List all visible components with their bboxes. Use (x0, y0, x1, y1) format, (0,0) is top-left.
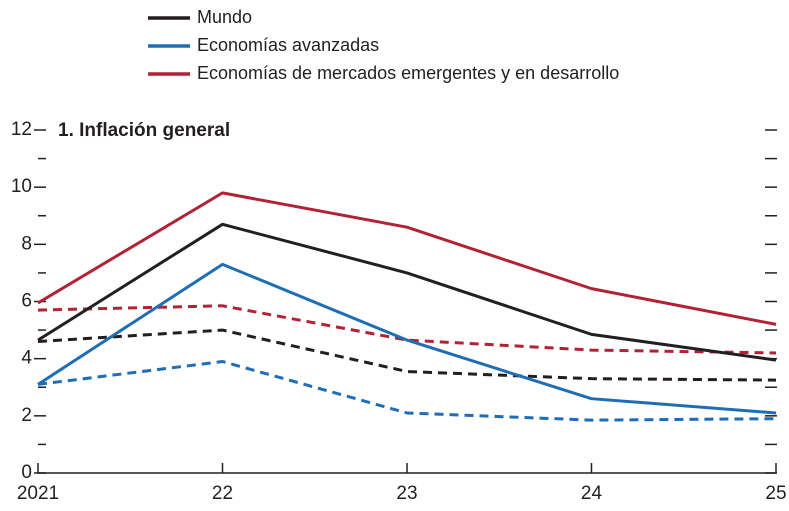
chart-subtitle: 1. Inflación general (58, 120, 230, 141)
legend-label: Economías de mercados emergentes y en de… (197, 63, 619, 83)
y-tick-label: 2 (21, 405, 32, 426)
x-tick-label: 24 (581, 483, 603, 504)
legend-label: Economías avanzadas (197, 35, 379, 55)
x-tick-label: 23 (396, 483, 417, 504)
projection-line (37, 328, 777, 382)
x-tick-label: 2021 (17, 483, 59, 504)
y-tick-label: 10 (11, 176, 32, 197)
y-tick-label: 6 (21, 291, 32, 312)
x-tick-label: 22 (212, 483, 233, 504)
x-tick-label: 25 (765, 483, 786, 504)
y-tick-label: 12 (11, 119, 32, 140)
series-line (37, 191, 777, 326)
projection-line (37, 360, 777, 422)
series-line (37, 222, 777, 362)
series-line (37, 262, 777, 415)
y-tick-label: 4 (21, 348, 32, 369)
legend-label: Mundo (197, 7, 252, 27)
y-tick-label: 0 (21, 462, 32, 483)
y-tick-label: 8 (21, 233, 32, 254)
projection-line (37, 304, 777, 355)
